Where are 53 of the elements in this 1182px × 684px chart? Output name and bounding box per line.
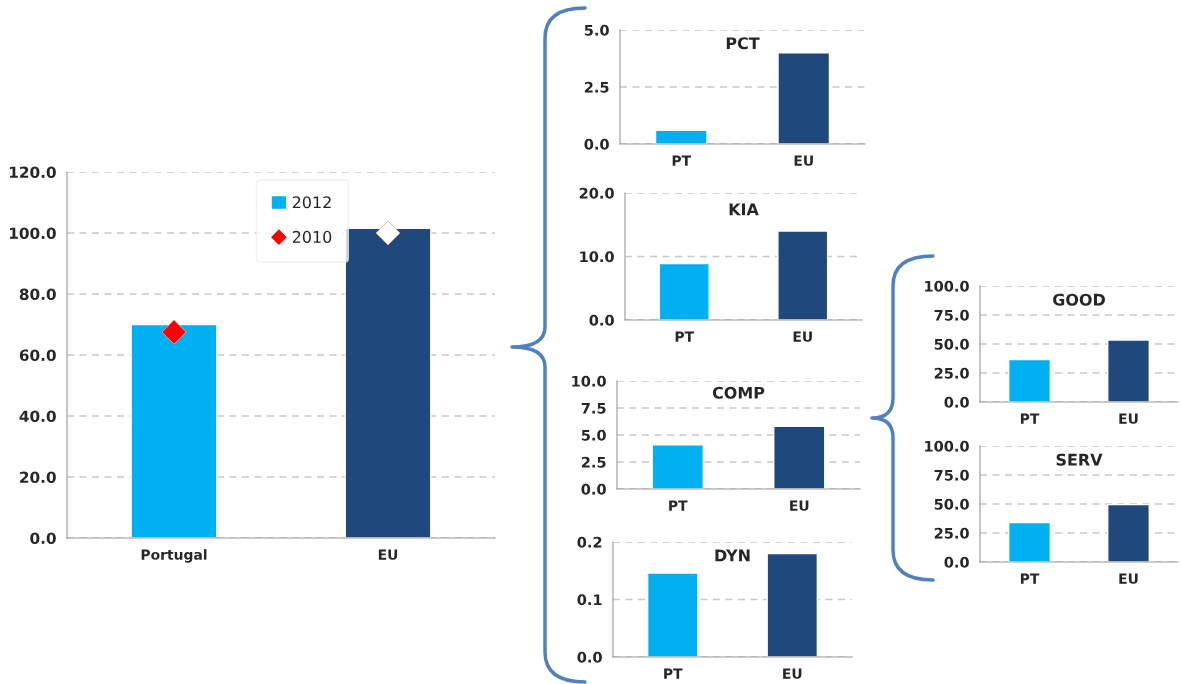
y-tick-label: 50.0 <box>934 498 969 510</box>
y-tick-label: 120.0 <box>9 166 56 179</box>
x-tick-label: EU <box>794 155 813 166</box>
chart-title: GOOD <box>1053 293 1105 306</box>
y-tick-label: 0.0 <box>589 314 614 326</box>
y-tick-label: 0.0 <box>584 138 609 150</box>
y-tick-label: 0.2 <box>577 536 602 548</box>
x-tick-label: EU <box>1119 573 1138 584</box>
y-tick-label: 0.0 <box>944 556 969 568</box>
x-tick-label: PT <box>1020 413 1040 424</box>
legend-label: 2012 <box>292 196 331 209</box>
x-tick-label: PT <box>669 500 688 511</box>
chart-title: COMP <box>712 386 765 399</box>
y-tick-label: 0.0 <box>30 532 56 545</box>
y-tick-label: 25.0 <box>934 367 969 379</box>
x-tick-label: EU <box>1119 413 1138 424</box>
chart-title: SERV <box>1056 453 1103 466</box>
y-tick-label: 75.0 <box>934 309 969 321</box>
x-tick-label: EU <box>793 331 812 342</box>
y-tick-label: 0.0 <box>581 483 606 495</box>
chart-title: PCT <box>726 37 760 50</box>
y-tick-label: 2.5 <box>581 456 606 468</box>
x-tick-label: PT <box>1020 573 1040 584</box>
chart-title: DYN <box>715 549 750 562</box>
y-tick-label: 60.0 <box>19 349 56 362</box>
y-tick-label: 10.0 <box>580 251 614 263</box>
y-tick-label: 5.0 <box>581 429 606 441</box>
y-tick-label: 20.0 <box>20 471 56 484</box>
y-tick-label: 50.0 <box>934 338 969 350</box>
x-tick-label: EU <box>790 500 809 511</box>
y-tick-label: 0.1 <box>577 594 602 606</box>
x-tick-label: Portugal <box>141 549 207 563</box>
y-tick-label: 75.0 <box>934 469 969 481</box>
y-tick-label: 2.5 <box>584 81 609 93</box>
x-tick-label: EU <box>783 668 802 679</box>
y-tick-label: 7.5 <box>581 402 606 414</box>
y-tick-label: 5.0 <box>584 24 609 36</box>
x-tick-label: PT <box>675 331 694 342</box>
x-tick-label: EU <box>378 549 398 560</box>
y-tick-label: 100.0 <box>925 440 969 452</box>
y-tick-label: 0.0 <box>577 651 602 663</box>
y-tick-label: 40.0 <box>19 410 56 423</box>
x-tick-label: PT <box>664 668 683 679</box>
text: KIA <box>729 203 759 216</box>
y-tick-label: 10.0 <box>572 375 606 387</box>
y-tick-label: 80.0 <box>19 288 56 301</box>
y-tick-label: 20.0 <box>579 187 614 199</box>
legend-label: 2010 <box>292 230 332 243</box>
y-tick-label: 100.0 <box>9 227 56 240</box>
y-tick-label: 100.0 <box>925 280 969 292</box>
y-tick-label: 0.0 <box>944 396 969 408</box>
y-tick-label: 25.0 <box>934 527 969 539</box>
x-tick-label: PT <box>672 155 691 166</box>
